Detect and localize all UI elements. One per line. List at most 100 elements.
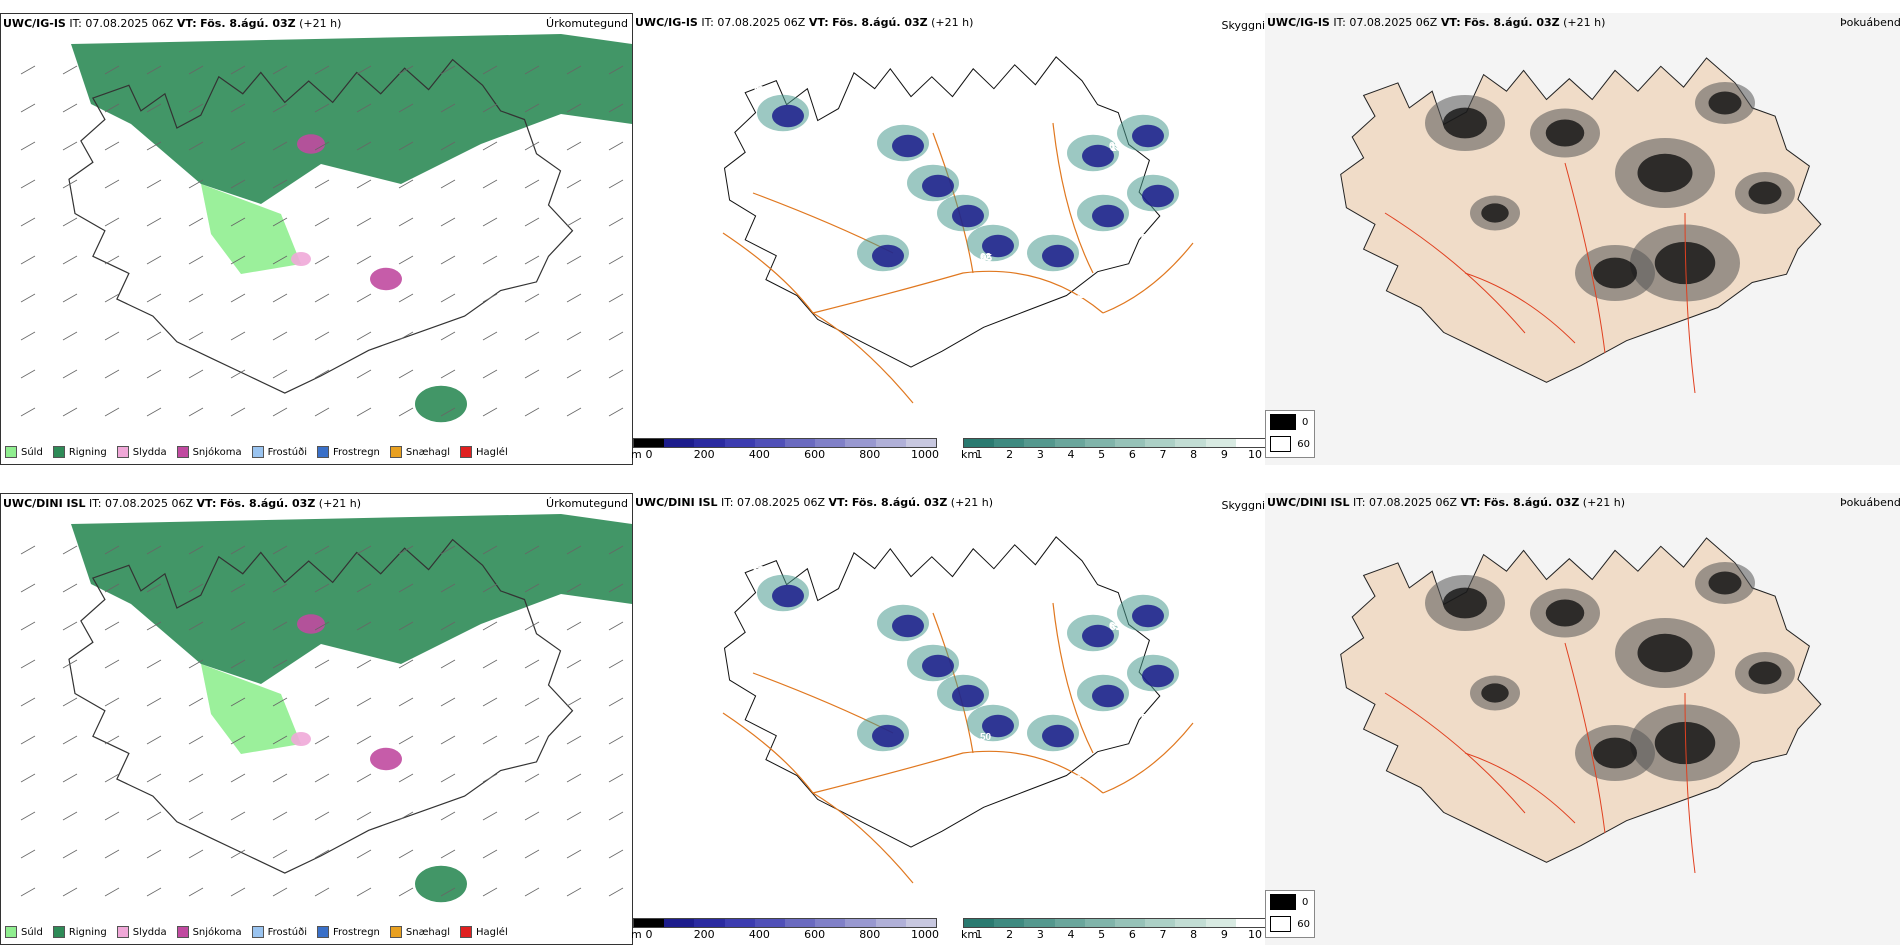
- colorbar-tick: 2: [1006, 448, 1014, 461]
- colorbar-unit: m: [631, 448, 642, 461]
- wind-barb: [20, 407, 36, 417]
- wind-barb: [566, 811, 582, 821]
- fog-indicator-area: [1593, 737, 1637, 769]
- wind-barb: [608, 369, 624, 379]
- cloud-base-label: 69: [917, 309, 929, 320]
- wind-barb: [230, 407, 246, 417]
- cloud-base-label: 70: [819, 751, 831, 762]
- legend-label: Haglél: [476, 926, 508, 938]
- wind-barb: [524, 811, 540, 821]
- cloud-base-label: 15: [1110, 142, 1122, 153]
- wind-barb: [314, 407, 330, 417]
- wind-barb: [272, 369, 288, 379]
- wind-barb: [272, 103, 288, 113]
- cloud-base-label: 15: [884, 696, 896, 707]
- legend-label: Snæhagl: [405, 446, 451, 458]
- wind-barb: [398, 369, 414, 379]
- wind-barb: [20, 293, 36, 303]
- wind-barb: [272, 545, 288, 555]
- wind-barb: [62, 545, 78, 555]
- wind-barb: [20, 887, 36, 897]
- wind-barb: [188, 65, 204, 75]
- low-cloud-base-area: [922, 174, 954, 198]
- wind-barb: [440, 407, 456, 417]
- rain-area: [71, 34, 632, 204]
- wind-barb: [608, 583, 624, 593]
- cloud-base-label: 82: [915, 787, 927, 798]
- wind-barb: [272, 407, 288, 417]
- wind-barb: [104, 735, 120, 745]
- colorbar-strip: [633, 438, 937, 448]
- wind-barb: [314, 65, 330, 75]
- fog-indicator-area: [1637, 153, 1693, 193]
- legend-label: Snæhagl: [405, 926, 451, 938]
- wind-barb: [188, 407, 204, 417]
- low-cloud-base-area: [1092, 204, 1124, 228]
- wind-barb: [482, 849, 498, 859]
- cloud-base-label: 43: [947, 639, 959, 650]
- cloud-base-label: 59: [754, 566, 766, 577]
- colorbar-tick: 7: [1159, 448, 1167, 461]
- road-line: [812, 750, 1104, 794]
- colorbar-unit: km: [961, 928, 979, 941]
- cloud-base-label: 57: [820, 272, 832, 283]
- wind-barb: [314, 811, 330, 821]
- cloud-base-label: 65: [1141, 233, 1153, 244]
- legend-label: Slydda: [132, 926, 167, 938]
- colorbar-segment: [1054, 439, 1085, 447]
- drizzle-area: [201, 184, 301, 274]
- wind-barb: [356, 293, 372, 303]
- cloud-base-label: 84: [1142, 714, 1154, 725]
- wind-barb: [104, 179, 120, 189]
- wind-barb: [482, 141, 498, 151]
- wind-barb: [608, 179, 624, 189]
- wind-barb: [608, 293, 624, 303]
- fog-legend-item: 60: [1266, 433, 1314, 455]
- wind-barb: [524, 217, 540, 227]
- legend-label: Slydda: [132, 446, 167, 458]
- wind-barb: [146, 735, 162, 745]
- wind-barb: [314, 621, 330, 631]
- wind-barb: [146, 887, 162, 897]
- wind-barb: [314, 773, 330, 783]
- wind-barb: [482, 583, 498, 593]
- wind-barb: [146, 407, 162, 417]
- wind-barb: [608, 659, 624, 669]
- wind-barb: [608, 255, 624, 265]
- wind-barb: [440, 697, 456, 707]
- wind-barb: [314, 583, 330, 593]
- colorbar-tick: 600: [804, 928, 826, 941]
- low-cloud-base-area: [1132, 124, 1164, 148]
- low-cloud-base-area: [952, 204, 984, 228]
- road-line: [1102, 722, 1194, 794]
- wind-barb: [62, 179, 78, 189]
- colorbar-tick: 200: [693, 928, 715, 941]
- precip-legend-item: Haglél: [460, 446, 508, 458]
- cloud-base-label: 39: [850, 122, 862, 133]
- wind-barb: [272, 773, 288, 783]
- cloud-base-label: 82: [1046, 198, 1058, 209]
- cloud-base-label: 80: [787, 659, 799, 670]
- wind-barb: [104, 141, 120, 151]
- wind-barb: [566, 659, 582, 669]
- rain-area: [415, 385, 467, 423]
- cloud-base-label: 14: [1078, 290, 1090, 301]
- fog-panel-row1: UWC/IG-IS IT: 07.08.2025 06Z VT: Fös. 8.…: [1265, 13, 1900, 465]
- wind-barb: [608, 811, 624, 821]
- wind-barb: [146, 697, 162, 707]
- wind-barb: [356, 773, 372, 783]
- cloud-base-label: 56: [1077, 289, 1089, 300]
- fog-indicator-area: [1545, 119, 1585, 147]
- wind-barb: [62, 255, 78, 265]
- wind-barb: [566, 545, 582, 555]
- wind-barb: [146, 293, 162, 303]
- wind-barb: [62, 331, 78, 341]
- wind-barb: [104, 331, 120, 341]
- wind-barb: [146, 141, 162, 151]
- visibility-colorbar: km 1 2 3 4 5 6 7 8 9 10: [961, 918, 1267, 941]
- precip-legend-item: Súld: [5, 446, 43, 458]
- wind-barb: [566, 141, 582, 151]
- fog-legend-item: 60: [1266, 913, 1314, 935]
- wind-barb: [188, 545, 204, 555]
- precip-legend-item: Rigning: [52, 446, 107, 458]
